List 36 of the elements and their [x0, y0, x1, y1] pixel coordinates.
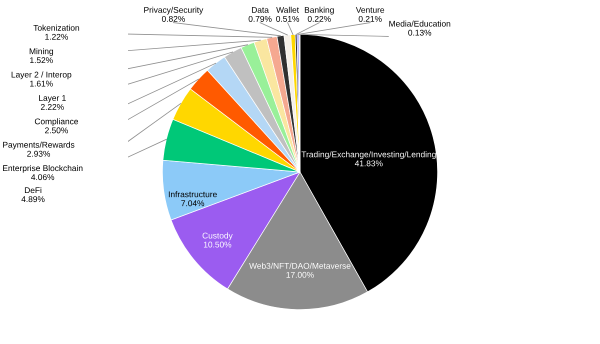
- slice-label: Layer 2 / Interop: [12, 71, 72, 80]
- slice-label: Tokenization: [33, 24, 80, 31]
- data-label: 0.22%: [308, 16, 331, 22]
- slice-label: Compliance: [34, 118, 78, 126]
- slice-label: Payments/Rewards: [3, 142, 74, 150]
- data-label: 2.93%: [27, 150, 50, 157]
- slice-label: Layer 1: [39, 95, 66, 103]
- slice-label: Privacy/Security: [144, 6, 204, 15]
- data-label: 1.61%: [30, 80, 53, 87]
- slice-label: Mining: [30, 48, 54, 56]
- data-label: 2.50%: [45, 127, 68, 134]
- slice-label: DeFi: [24, 187, 42, 194]
- slice-label: Custody: [202, 232, 233, 240]
- slice-label: Trading/Exchange/Investing/Lending: [302, 151, 436, 160]
- slice-label: Web3/NFT/DAO/Metaverse: [249, 262, 350, 269]
- data-label: 0.13%: [408, 30, 432, 36]
- slice-label: Infrastructure: [168, 191, 217, 198]
- data-label: 41.83%: [354, 160, 383, 166]
- data-label: 2.22%: [40, 104, 64, 110]
- slice-label: Data: [252, 7, 269, 13]
- data-label: 7.04%: [181, 200, 204, 206]
- data-label: 4.06%: [31, 174, 54, 180]
- data-label: 0.51%: [276, 16, 300, 22]
- data-label: 0.79%: [248, 16, 272, 22]
- data-label: 10.50%: [204, 242, 232, 248]
- data-label: 4.89%: [21, 196, 45, 202]
- slice-label: Venture: [356, 7, 384, 13]
- data-label: 0.21%: [358, 16, 382, 22]
- data-label: 17.00%: [286, 272, 314, 278]
- slice-label: Wallet: [276, 6, 299, 13]
- data-label: 1.52%: [30, 57, 53, 64]
- data-label: 1.22%: [45, 34, 68, 40]
- slice-label: Enterprise Blockchain: [3, 165, 82, 173]
- data-label: 0.82%: [162, 16, 185, 22]
- slice-label: Banking: [304, 6, 334, 15]
- slice-label: Media/Education: [389, 20, 450, 27]
